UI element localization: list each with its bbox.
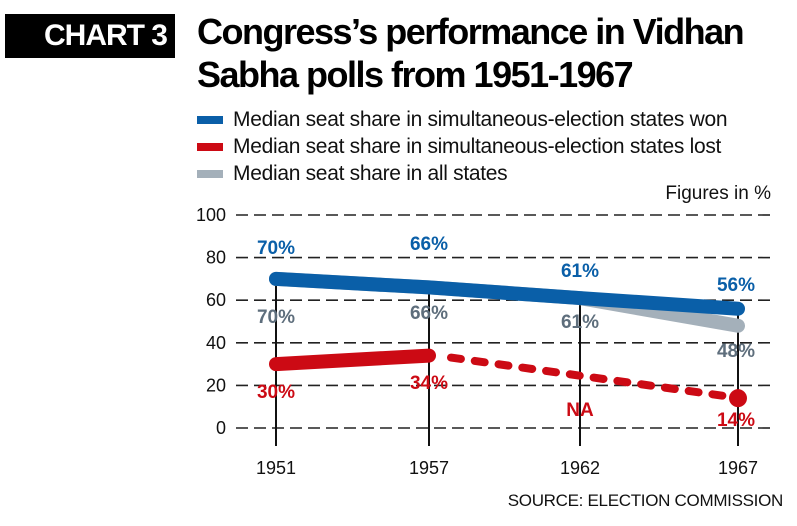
- legend-label-won: Median seat share in simultaneous-electi…: [233, 107, 728, 131]
- source-credit: SOURCE: ELECTION COMMISSION: [507, 491, 784, 510]
- series-line-won: [269, 271, 745, 316]
- data-label-all: 61%: [561, 312, 599, 333]
- y-tick-label: 0: [216, 418, 226, 438]
- y-tick-label: 60: [206, 290, 226, 310]
- chart-number-text: CHART 3: [43, 19, 168, 52]
- x-tick-label: 1967: [718, 458, 758, 478]
- data-label-won: 66%: [410, 234, 448, 255]
- y-tick-label: 100: [196, 205, 226, 225]
- y-tick-label: 80: [206, 248, 226, 268]
- legend-swatch-lost: [197, 142, 223, 151]
- data-label-all: 48%: [717, 341, 755, 362]
- chart-title: Congress’s performance in Vidhan Sabha p…: [197, 11, 745, 95]
- legend-swatch-all: [197, 169, 223, 178]
- chart-number-badge: CHART 3: [5, 14, 175, 58]
- data-label-won: 61%: [561, 261, 599, 282]
- legend-label-all: Median seat share in all states: [233, 161, 508, 185]
- data-label-won: 70%: [257, 238, 295, 259]
- data-label-all: 70%: [257, 307, 295, 328]
- x-tick-label: 1962: [560, 458, 600, 478]
- data-label-lost: NA: [566, 400, 594, 421]
- x-tick-label: 1957: [409, 458, 449, 478]
- units-note: Figures in %: [665, 183, 771, 204]
- data-label-lost: 30%: [257, 382, 295, 403]
- y-tick-label: 40: [206, 333, 226, 353]
- legend: Median seat share in simultaneous-electi…: [197, 106, 728, 187]
- legend-item-lost: Median seat share in simultaneous-electi…: [197, 133, 727, 160]
- y-tick-label: 20: [206, 375, 226, 395]
- data-label-lost: 34%: [410, 373, 448, 394]
- legend-item-won: Median seat share in simultaneous-electi…: [197, 106, 728, 133]
- data-label-lost: 14%: [717, 410, 755, 431]
- data-label-all: 66%: [410, 303, 448, 324]
- data-label-won: 56%: [717, 275, 755, 296]
- legend-item-all: Median seat share in all states: [197, 160, 727, 187]
- series-line-lost-dashed: [447, 353, 730, 401]
- legend-label-lost: Median seat share in simultaneous-electi…: [233, 134, 722, 158]
- series-line-lost-solid: [269, 348, 436, 372]
- legend-swatch-won: [197, 115, 223, 124]
- series-point-lost-1967: [729, 389, 747, 408]
- x-tick-label: 1951: [256, 458, 296, 478]
